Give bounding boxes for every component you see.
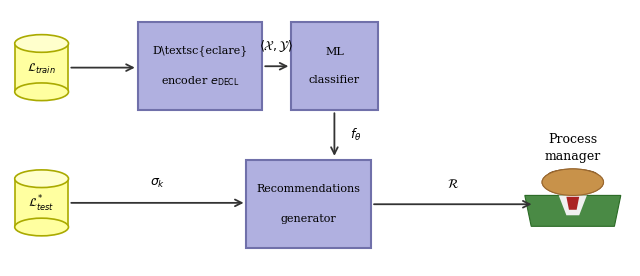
Bar [138, 22, 262, 110]
Text: ML: ML [325, 47, 344, 57]
Ellipse shape [15, 35, 68, 52]
Text: encoder $e_{\mathrm{DECL}}$: encoder $e_{\mathrm{DECL}}$ [161, 75, 239, 88]
Text: $\mathcal{L}_{train}$: $\mathcal{L}_{train}$ [27, 62, 56, 76]
Polygon shape [566, 197, 579, 210]
Polygon shape [525, 195, 621, 226]
Text: $\sigma_k$: $\sigma_k$ [150, 177, 165, 190]
Text: Recommendations: Recommendations [257, 184, 361, 194]
Text: generator: generator [281, 214, 337, 224]
Text: $\mathcal{L}^*_{test}$: $\mathcal{L}^*_{test}$ [28, 194, 55, 214]
Text: $f_\theta$: $f_\theta$ [351, 127, 362, 143]
Text: $\langle \mathcal{X}, \mathcal{Y}\rangle$: $\langle \mathcal{X}, \mathcal{Y}\rangle… [259, 38, 294, 54]
Text: Process
manager: Process manager [545, 133, 601, 163]
Text: $\mathcal{R}$: $\mathcal{R}$ [447, 178, 459, 192]
Polygon shape [15, 43, 68, 92]
Ellipse shape [545, 176, 600, 189]
Ellipse shape [548, 169, 597, 179]
Bar [291, 22, 378, 110]
Circle shape [542, 169, 604, 195]
Ellipse shape [15, 83, 68, 101]
Circle shape [542, 169, 604, 195]
Polygon shape [559, 195, 587, 215]
Ellipse shape [15, 170, 68, 188]
Bar [246, 160, 371, 248]
Text: D\textsc{eclare}: D\textsc{eclare} [152, 46, 248, 57]
Polygon shape [15, 179, 68, 227]
Ellipse shape [15, 218, 68, 236]
Text: classifier: classifier [309, 75, 360, 85]
